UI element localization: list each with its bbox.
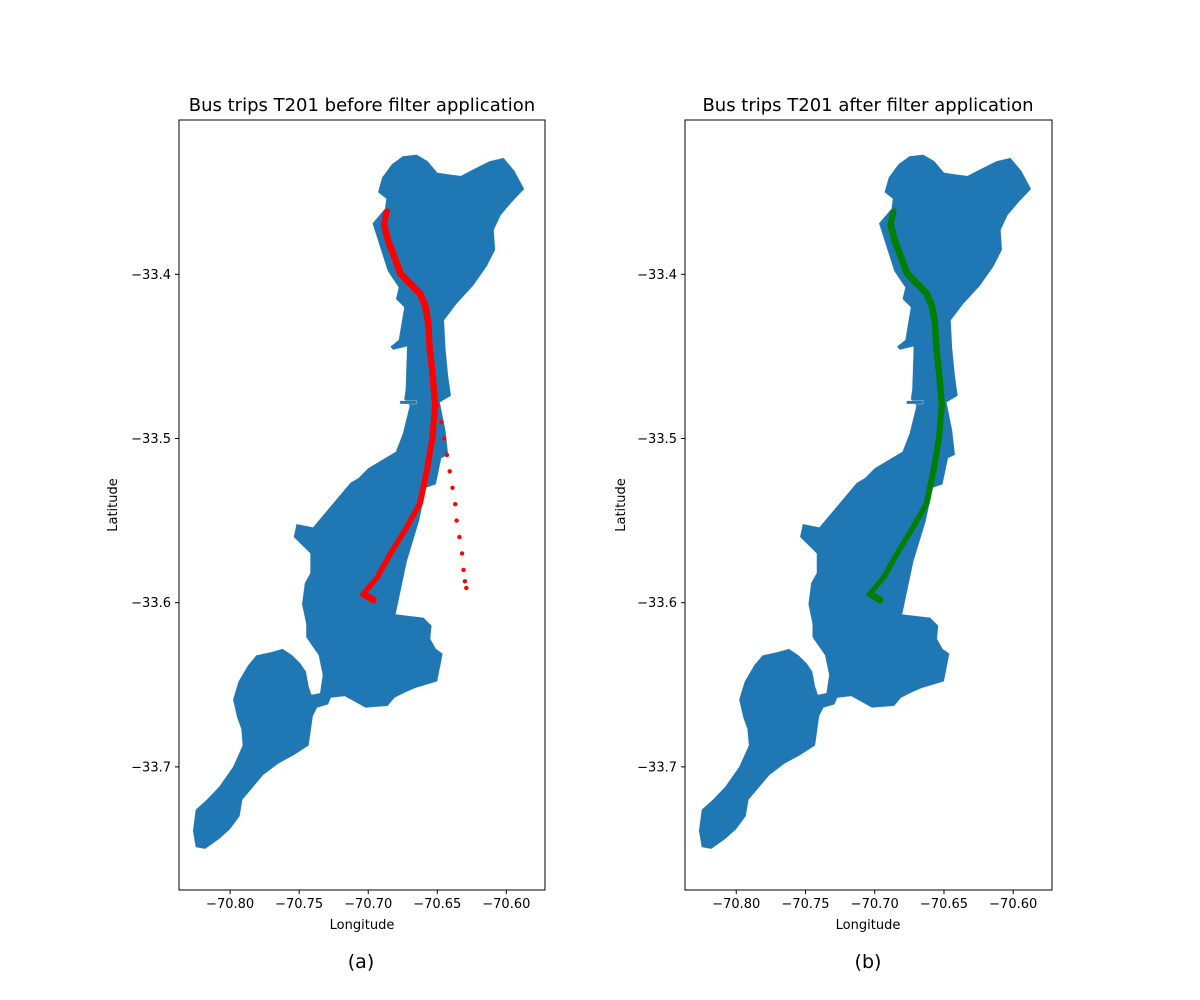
y-tick-label: −33.4 [131, 268, 171, 283]
outlier-point [432, 387, 437, 392]
panel-b: Bus trips T201 after filter application … [614, 95, 1053, 973]
y-tick-label: −33.7 [131, 760, 171, 775]
x-tick-label: −70.65 [413, 897, 461, 912]
map-region [698, 154, 1032, 850]
outlier-point [447, 469, 452, 474]
outlier-point [462, 579, 468, 584]
x-tick-label: −70.70 [344, 897, 392, 912]
y-tick-label: −33.5 [131, 432, 171, 447]
y-axis-label: Latitude [614, 478, 629, 532]
y-tick-label: −33.6 [131, 596, 171, 611]
plot-frame [178, 119, 546, 891]
y-tick-label: −33.7 [637, 760, 677, 775]
panel-label-b: (b) [855, 951, 882, 973]
outlier-point [435, 403, 440, 408]
plot-frame [684, 119, 1053, 891]
x-axis-label: Longitude [330, 918, 395, 933]
outlier-point [459, 551, 465, 556]
outlier-point [464, 585, 469, 591]
x-tick-label: −70.80 [206, 897, 254, 912]
outlier-point [454, 518, 459, 523]
x-tick-label: −70.70 [851, 897, 899, 912]
outlier-point [461, 567, 466, 573]
region-islet [399, 400, 417, 405]
x-tick-label: −70.60 [989, 897, 1037, 912]
outlier-point [457, 534, 462, 540]
x-axis-label: Longitude [836, 918, 901, 933]
panel-label-a: (a) [348, 951, 374, 973]
x-ticks: −70.80 −70.75 −70.70 −70.65 −70.60 [712, 890, 1037, 912]
y-tick-label: −33.4 [637, 268, 677, 283]
panel-a: Bus trips T201 before filter application… [106, 95, 546, 973]
y-ticks: −33.4 −33.5 −33.6 −33.7 [637, 268, 685, 775]
x-tick-label: −70.80 [712, 897, 760, 912]
y-tick-label: −33.6 [637, 596, 677, 611]
outlier-point [450, 485, 455, 490]
trip-points [866, 208, 946, 604]
region-polygon [192, 154, 525, 850]
trip-points [360, 208, 469, 604]
panel-b-title: Bus trips T201 after filter application [702, 95, 1033, 116]
y-tick-label: −33.5 [637, 432, 677, 447]
outlier-point [442, 436, 447, 441]
x-tick-label: −70.60 [482, 897, 530, 912]
y-ticks: −33.4 −33.5 −33.6 −33.7 [131, 268, 179, 775]
region-polygon [698, 154, 1032, 850]
x-ticks: −70.80 −70.75 −70.70 −70.65 −70.60 [206, 890, 530, 912]
x-tick-label: −70.75 [275, 897, 323, 912]
x-tick-label: −70.65 [920, 897, 968, 912]
trip-point [371, 598, 377, 604]
outlier-point [453, 502, 458, 507]
trip-point [877, 598, 883, 604]
outlier-point [444, 452, 450, 458]
outlier-point [439, 419, 444, 425]
region-islet [906, 400, 924, 405]
x-tick-label: −70.75 [781, 897, 829, 912]
y-axis-label: Latitude [106, 478, 121, 532]
map-region [192, 154, 525, 850]
panel-a-title: Bus trips T201 before filter application [189, 95, 535, 116]
